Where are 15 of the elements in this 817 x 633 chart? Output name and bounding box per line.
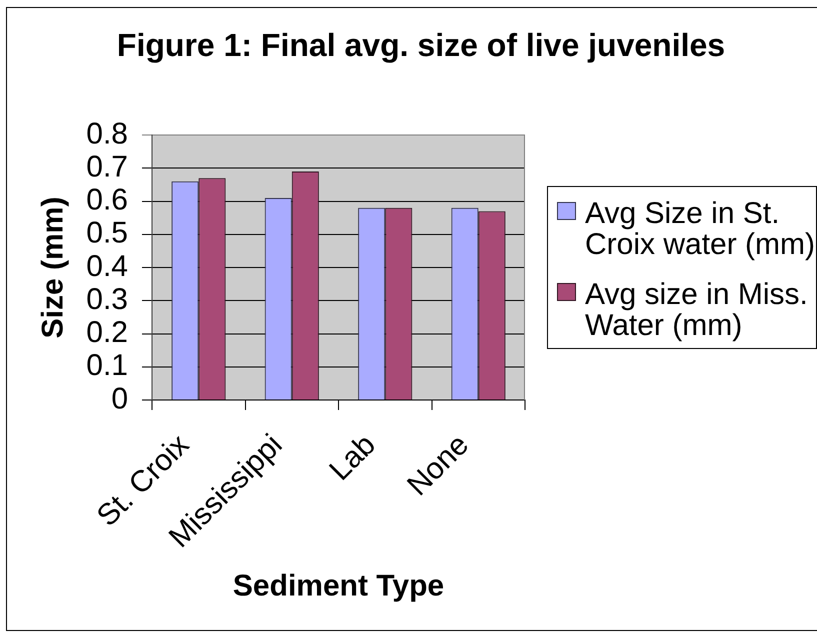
y-tick-label: 0.1	[86, 349, 128, 382]
y-tick-label: 0.3	[86, 282, 128, 316]
y-axis-title: Size (mm)	[36, 196, 70, 338]
y-tick-label: 0.8	[86, 117, 128, 150]
y-tick-label: 0.4	[86, 250, 128, 283]
x-axis-title: Sediment Type	[232, 569, 444, 602]
chart-title: Figure 1: Final avg. size of live juveniles	[116, 26, 726, 63]
legend-label: Avg Size in St. Croix water (mm)	[585, 197, 816, 261]
x-tick-label: Lab	[323, 428, 382, 487]
y-tick-label: 0.6	[86, 184, 128, 217]
y-tick-label: 0.7	[86, 150, 128, 184]
y-tick-label: 0.5	[86, 216, 128, 250]
y-tick-label: 0	[111, 382, 128, 416]
legend-label: Avg size in Miss. Water (mm)	[585, 278, 809, 342]
y-tick-label: 0.2	[86, 316, 128, 350]
